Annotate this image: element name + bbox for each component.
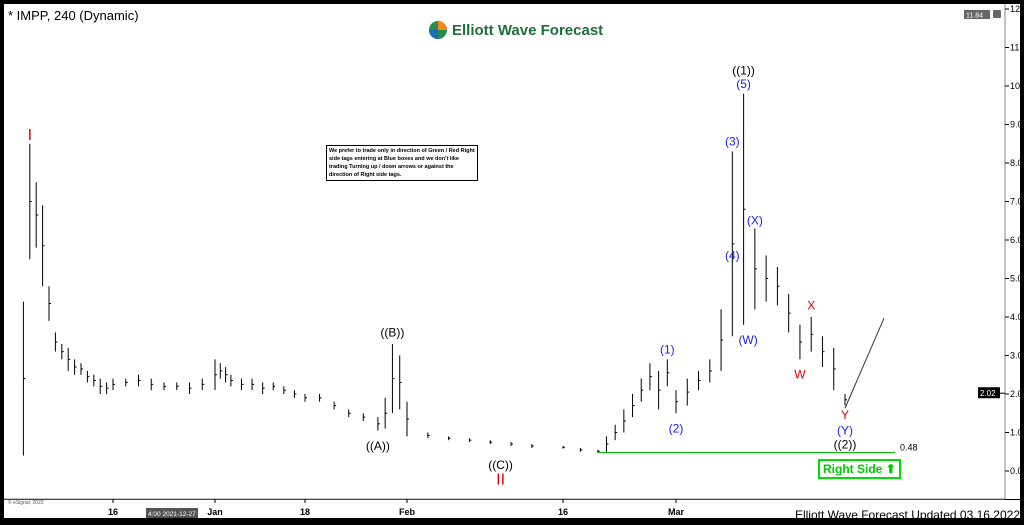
- price-panel: [4, 4, 1007, 499]
- y-tick-label: 2.00: [1010, 389, 1024, 399]
- wave-label: II: [496, 471, 505, 488]
- wave-label: (5): [736, 77, 751, 91]
- x-tick-label: Jan: [207, 507, 223, 517]
- wave-label: ((A)): [366, 439, 390, 453]
- wave-label: ((1)): [732, 63, 755, 77]
- x-tick-label: 18: [300, 507, 310, 517]
- crosshair-date: 4:00 2021-12-27: [148, 511, 196, 518]
- wave-label: ((B)): [380, 325, 404, 339]
- wave-label: (W): [738, 333, 757, 347]
- wave-label: (X): [747, 214, 763, 228]
- y-tick-label: 11.00: [1010, 43, 1024, 53]
- y-tick-label: 3.00: [1010, 351, 1024, 361]
- projection-line: [844, 317, 885, 409]
- y-tick-label: 1.00: [1010, 428, 1024, 438]
- logo-icon: [429, 21, 447, 39]
- x-tick-label: Mar: [668, 507, 685, 517]
- wave-label: Y: [841, 408, 849, 422]
- copyright: © eSignal, 2022: [8, 500, 44, 506]
- restore-icon[interactable]: [993, 10, 1001, 18]
- y-tick-label: 4.00: [1010, 312, 1024, 322]
- y-tick-label: 12.00: [1010, 4, 1024, 14]
- logo: Elliott Wave Forecast: [428, 20, 603, 40]
- wave-label: ((2)): [834, 438, 857, 452]
- y-tick-label: 5.00: [1010, 274, 1024, 284]
- x-tick-label: Feb: [399, 507, 416, 517]
- wave-label: (1): [660, 343, 675, 357]
- wave-label: I: [28, 127, 32, 144]
- last-price-box: [978, 387, 1000, 399]
- footer-updated: Elliott Wave Forecast Updated 03.16.2022: [794, 508, 1020, 522]
- wave-label: (2): [669, 422, 684, 436]
- wave-label: (3): [725, 135, 740, 149]
- y-tick-label: 10.00: [1010, 81, 1024, 91]
- last-price: 2.02: [980, 389, 996, 398]
- support-label: 0.48: [900, 443, 918, 453]
- wave-label: (4): [725, 248, 740, 262]
- y-tick-label: 7.00: [1010, 197, 1024, 207]
- wave-label: W: [794, 368, 806, 382]
- wave-label: (Y): [837, 423, 853, 437]
- x-tick-label: 16: [108, 507, 118, 517]
- y-tick-label: 0.00: [1010, 466, 1024, 476]
- high-marker: 11.84: [966, 13, 983, 20]
- high-marker-box: [964, 10, 990, 19]
- right-side-label: Right Side: [823, 462, 883, 476]
- wave-label: ((C)): [488, 458, 513, 472]
- y-tick-label: 6.00: [1010, 235, 1024, 245]
- y-tick-label: 9.00: [1010, 120, 1024, 130]
- trading-note: We prefer to trade only in direction of …: [326, 145, 478, 181]
- x-tick-label: 16: [558, 507, 568, 517]
- crosshair-date-box: [146, 508, 198, 518]
- right-side-tag: Right Side ⬆: [818, 459, 901, 479]
- price-axis-strip: [1007, 4, 1020, 499]
- y-tick-label: 8.00: [1010, 158, 1024, 168]
- wave-label: X: [807, 298, 815, 312]
- arrow-up-icon: ⬆: [885, 462, 896, 476]
- chart-title: * IMPP, 240 (Dynamic): [8, 8, 139, 23]
- logo-text: Elliott Wave Forecast: [452, 21, 604, 39]
- time-axis-strip: [4, 500, 1020, 518]
